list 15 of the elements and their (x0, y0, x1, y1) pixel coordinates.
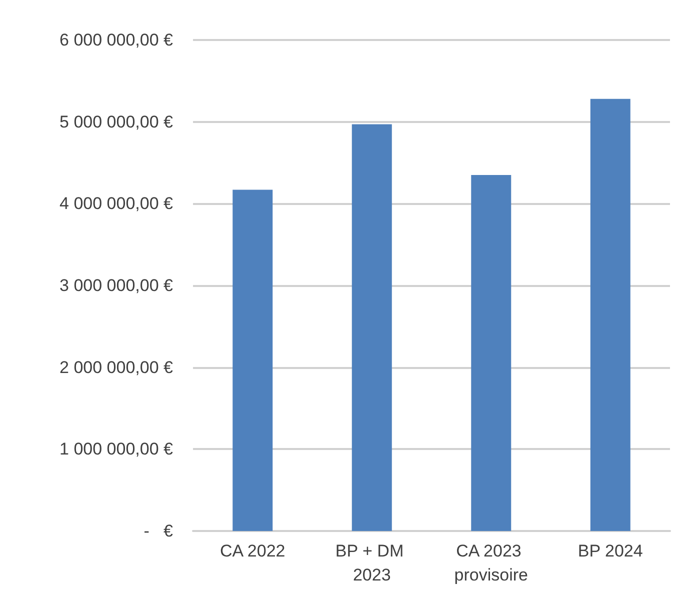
x-tick-label: CA 2022 (220, 542, 286, 560)
y-tick-label: 2 000 000,00 € (60, 358, 174, 377)
y-tick-label: - € (144, 522, 174, 540)
bar (471, 175, 512, 531)
bar (590, 98, 630, 531)
y-tick-label: 4 000 000,00 € (60, 194, 174, 214)
bar (352, 124, 392, 531)
x-tick-label: CA 2023 provisoire (454, 542, 528, 584)
bar (232, 190, 273, 531)
y-tick-label: 6 000 000,00 € (60, 30, 174, 50)
y-tick-label: 1 000 000,00 € (60, 440, 174, 459)
x-tick-label: BP + DM 2023 (335, 542, 408, 584)
x-tick-label: BP 2024 (578, 542, 643, 560)
y-tick-label: 3 000 000,00 € (60, 276, 174, 295)
y-tick-label: 5 000 000,00 € (60, 112, 174, 132)
